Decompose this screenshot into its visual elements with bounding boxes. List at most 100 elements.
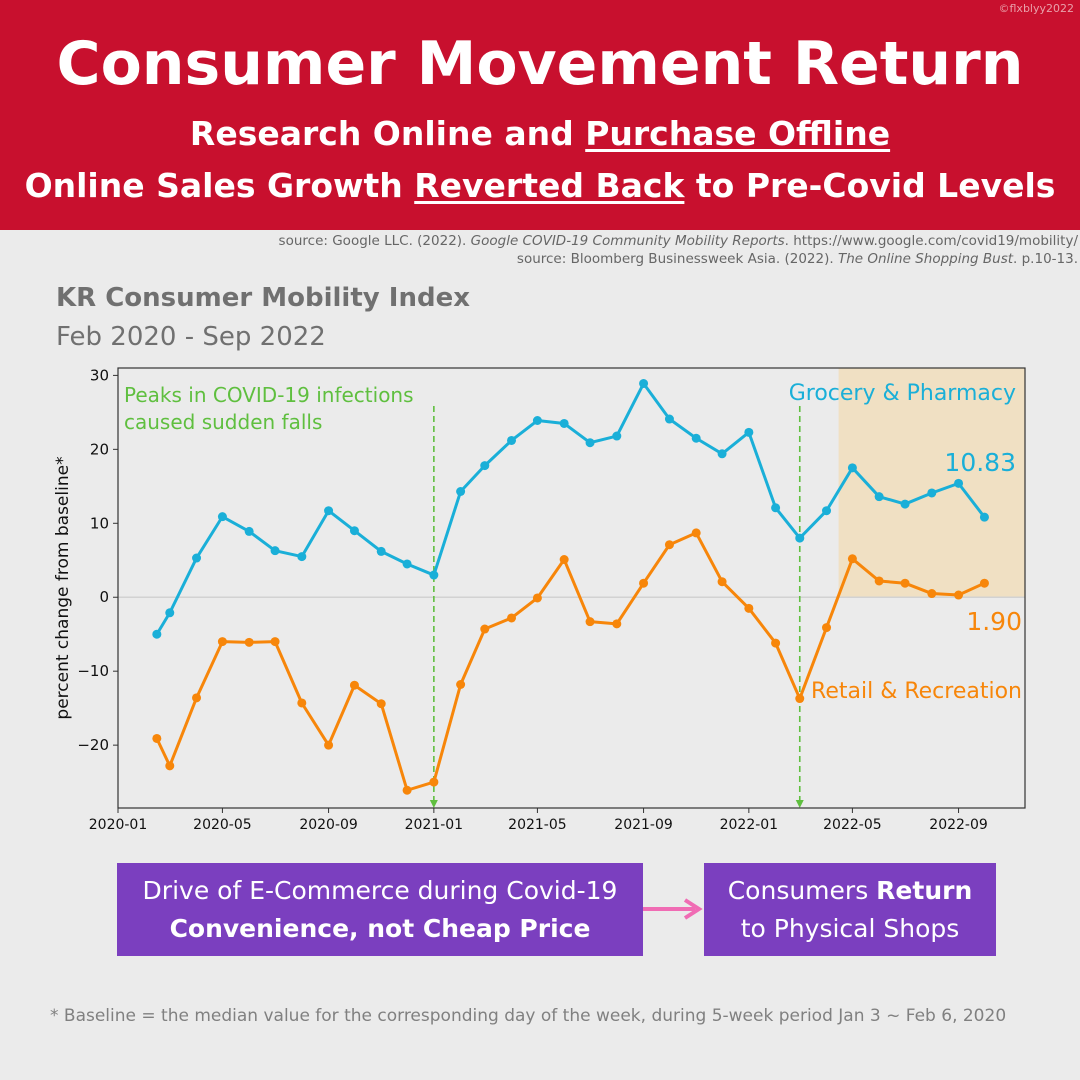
copyright-text: ©flxblyy2022	[998, 2, 1075, 15]
peaks-annotation-line-2: caused sudden falls	[124, 410, 322, 434]
data-point	[429, 777, 439, 787]
ecommerce-drive-text: Drive of E-Commerce during Covid-19	[142, 875, 618, 905]
x-tick-label: 2022-05	[823, 817, 882, 833]
data-point	[270, 546, 280, 556]
data-point	[771, 503, 781, 513]
data-point	[874, 576, 884, 586]
data-point	[192, 693, 202, 703]
x-tick-label: 2020-09	[299, 817, 358, 833]
x-tick-label: 2021-09	[614, 817, 673, 833]
x-tick-label: 2022-09	[929, 817, 988, 833]
data-point	[376, 546, 386, 556]
data-point	[585, 438, 595, 448]
return-to-shops-box: Consumers Return to Physical Shops	[704, 863, 996, 956]
y-tick-label: 0	[99, 588, 109, 606]
data-point	[795, 694, 805, 704]
source-google: source: Google LLC. (2022). Google COVID…	[279, 232, 1078, 250]
subtitle-2-part-a: Online Sales Growth	[24, 166, 415, 205]
y-tick-label: −20	[77, 736, 109, 754]
subtitle-1-part-a: Research Online and	[189, 114, 586, 153]
data-point	[954, 590, 964, 600]
page-title: Consumer Movement Return	[56, 29, 1024, 99]
data-point	[480, 461, 490, 471]
x-tick-label: 2020-05	[193, 817, 252, 833]
y-tick-label: −10	[77, 662, 109, 680]
data-point	[900, 578, 910, 588]
data-point	[152, 629, 162, 639]
subtitle-line-2: Online Sales Growth Reverted Back to Pre…	[0, 166, 1080, 206]
data-point	[349, 526, 359, 536]
data-point	[376, 699, 386, 709]
data-point	[639, 578, 649, 588]
y-tick-label: 20	[90, 440, 109, 458]
data-point	[456, 680, 466, 690]
source-bloomberg-pages: . p.10-13.	[1013, 251, 1078, 267]
data-point	[217, 637, 227, 647]
data-point	[456, 486, 466, 496]
data-point	[691, 433, 701, 443]
data-point	[954, 478, 964, 488]
data-point	[822, 506, 832, 516]
data-point	[979, 512, 989, 522]
data-point	[217, 512, 227, 522]
data-point	[559, 555, 569, 565]
series-label-grocery: Grocery & Pharmacy	[789, 381, 1016, 406]
data-point	[664, 414, 674, 424]
data-point	[717, 577, 727, 587]
y-axis-label: percent change from baseline*	[53, 456, 73, 719]
peaks-annotation-line-1: Peaks in COVID-19 infections	[124, 383, 414, 407]
y-tick-label: 10	[90, 514, 109, 532]
data-point	[270, 637, 280, 647]
source-google-author: source: Google LLC. (2022).	[278, 233, 471, 249]
data-point	[507, 435, 517, 445]
convenience-text: Convenience, not Cheap Price	[169, 913, 591, 943]
data-point	[691, 528, 701, 538]
x-tick-label: 2020-01	[89, 817, 148, 833]
data-point	[927, 589, 937, 599]
data-point	[532, 593, 542, 603]
peak-arrow-2	[795, 800, 804, 808]
data-point	[192, 553, 202, 563]
data-point	[152, 733, 162, 743]
subtitle-1-emphasis: Purchase Offline	[585, 114, 891, 153]
baseline-footnote: * Baseline = the median value for the co…	[50, 1006, 1007, 1026]
subtitle-2-emphasis: Reverted Back	[414, 166, 685, 205]
data-point	[771, 638, 781, 648]
data-point	[874, 492, 884, 502]
peak-arrow-1	[429, 800, 438, 808]
data-point	[559, 418, 569, 428]
plot-frame	[117, 367, 1026, 809]
chart-subtitle: Feb 2020 - Sep 2022	[56, 322, 326, 352]
consumers-text: Consumers	[727, 875, 877, 905]
data-point	[349, 680, 359, 690]
data-point	[822, 623, 832, 633]
data-point	[297, 552, 307, 562]
data-point	[165, 761, 175, 771]
data-point	[402, 785, 412, 795]
data-point	[244, 637, 254, 647]
physical-shops-text: to Physical Shops	[740, 913, 960, 943]
data-point	[900, 499, 910, 509]
y-tick-label: 30	[90, 366, 109, 384]
data-point	[402, 559, 412, 569]
retail-last-value: 1.90	[966, 607, 1022, 636]
x-tick-label: 2022-01	[720, 817, 779, 833]
data-point	[979, 578, 989, 588]
x-tick-label: 2021-05	[508, 817, 567, 833]
data-point	[847, 463, 857, 473]
flow-arrow-icon	[643, 898, 703, 920]
data-point	[324, 506, 334, 516]
data-point	[612, 431, 622, 441]
source-google-title: Google COVID-19 Community Mobility Repor…	[470, 233, 785, 249]
grocery-last-value: 10.83	[944, 448, 1016, 477]
subtitle-line-1: Research Online and Purchase Offline	[0, 114, 1080, 154]
data-point	[744, 427, 754, 437]
mobility-line-chart: 30 20 10 0 −10 −20 2020-01 2020-05 2020-09 2021-0…	[53, 366, 1026, 833]
source-google-url: . https://www.google.com/covid19/mobilit…	[784, 233, 1078, 249]
data-point	[795, 533, 805, 543]
ecommerce-drive-box: Drive of E-Commerce during Covid-19 Conv…	[117, 863, 643, 956]
sources: source: Google LLC. (2022). Google COVID…	[279, 232, 1078, 268]
data-point	[664, 540, 674, 550]
header-banner: ©flxblyy2022 Consumer Movement Return Re…	[0, 0, 1080, 230]
data-point	[585, 617, 595, 627]
